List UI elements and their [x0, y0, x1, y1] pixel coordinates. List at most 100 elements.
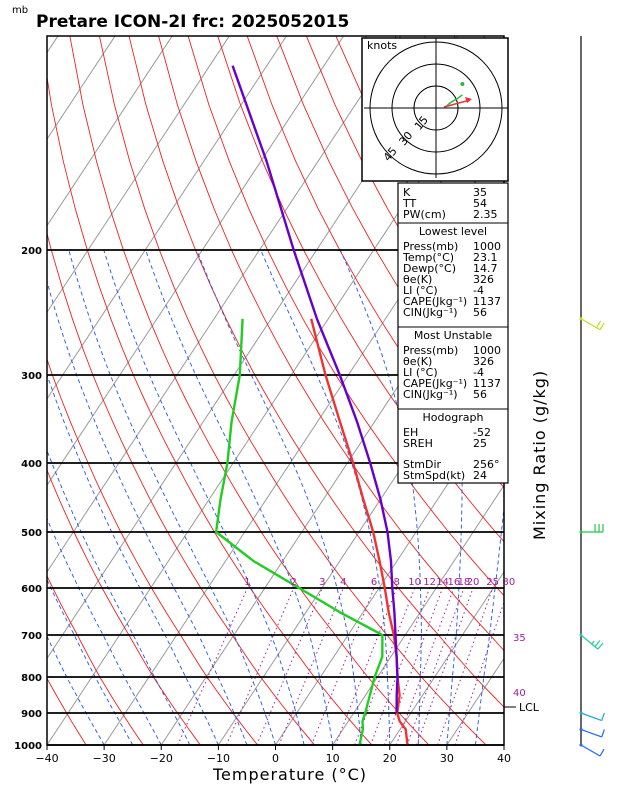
table-section-title: Hodograph — [423, 411, 484, 424]
temperature-tick-label: −10 — [207, 752, 230, 765]
wind-barb-dot — [579, 317, 583, 321]
pressure-tick-label: 800 — [21, 673, 42, 684]
table-section-title: Most Unstable — [414, 329, 493, 342]
moist-adiabat — [474, 503, 504, 745]
wind-barb-feather — [594, 640, 601, 647]
temperature-tick-label: −30 — [93, 752, 116, 765]
wind-barb-feather — [599, 322, 605, 331]
dry-adiabat — [128, 36, 504, 708]
profiles — [214, 65, 409, 745]
storm-motion-vector — [443, 99, 471, 108]
mixing-ratio-line — [454, 600, 504, 745]
table-section-title: Lowest level — [419, 225, 487, 238]
pressure-tick-label: 200 — [21, 246, 42, 257]
table-row-value: 1137 — [473, 295, 501, 308]
wind-barb-staff — [580, 712, 602, 722]
mixing-ratio-label: 6 — [371, 577, 377, 588]
temperature-profile — [310, 318, 409, 745]
table-row-value: 1000 — [473, 344, 501, 357]
mixing-ratio-label: 30 — [503, 577, 516, 588]
mixing-ratio-line — [278, 587, 344, 745]
lcl-label: LCL — [519, 701, 540, 714]
pressure-tick-label: 600 — [21, 584, 42, 595]
mixing-ratio-line — [256, 587, 323, 745]
isotherm — [389, 570, 504, 745]
hodograph-units: knots — [367, 39, 397, 52]
mixing-ratio-label: 8 — [394, 577, 400, 588]
mixing-ratio-line — [370, 587, 431, 745]
pressure-axis: 1000 900 800 700 600 500 400 300 200 — [14, 246, 42, 752]
table-row-key: StmDir — [403, 458, 442, 471]
isotherm — [47, 36, 287, 400]
wind-barb-feather — [601, 712, 605, 721]
pressure-tick-label: 900 — [21, 709, 42, 720]
index-table-frame — [397, 182, 509, 484]
temperature-tick-label: 20 — [383, 752, 397, 765]
table-row-key: LI (°C) — [403, 284, 438, 297]
temperature-axis: −40 −30 −20 −10 0 10 20 30 40 — [35, 745, 511, 765]
table-row-key: Press(mb) — [403, 344, 458, 357]
isotherm — [47, 36, 230, 314]
wind-barb-dot — [579, 530, 583, 534]
table-row-value: -52 — [473, 426, 491, 439]
moist-adiabat — [47, 635, 105, 745]
parcel-profile — [231, 65, 399, 714]
table-row-value: 23.1 — [473, 251, 498, 264]
theta-e-label-35: 35 — [513, 633, 526, 644]
wind-barb-staff — [580, 744, 601, 757]
moist-adiabat — [47, 517, 162, 745]
mixing-ratio-label: 1 — [244, 577, 250, 588]
hodograph-frame — [361, 37, 509, 182]
table-row-key: TT — [402, 197, 417, 210]
mixing-ratio-label: 25 — [486, 577, 499, 588]
moist-adiabat — [196, 249, 362, 745]
temperature-tick-label: 10 — [326, 752, 340, 765]
table-row-value: 56 — [473, 388, 487, 401]
table-row-key: CAPE(Jkg⁻¹) — [403, 377, 467, 390]
isotherm — [47, 36, 173, 227]
moist-adiabat — [47, 279, 248, 745]
table-row-value: -4 — [473, 284, 484, 297]
wind-barb-staff — [580, 634, 599, 650]
hodograph-trace — [445, 94, 463, 108]
mixing-ratio-label: 4 — [340, 577, 346, 588]
temperature-tick-label: −20 — [150, 752, 173, 765]
mixing-ratio-line — [335, 587, 398, 745]
isotherm — [47, 36, 401, 573]
table-row-key: SREH — [403, 437, 433, 450]
pressure-tick-label: 700 — [21, 631, 42, 642]
isotherm — [275, 397, 504, 745]
dry-adiabat — [99, 36, 487, 745]
wind-barb-half-feather — [591, 640, 595, 645]
dry-adiabat — [47, 231, 315, 745]
table-row-value: 24 — [473, 469, 487, 482]
mixing-ratio-line — [311, 587, 375, 745]
dry-adiabat — [47, 357, 258, 745]
mixing-ratio-label: 10 — [408, 577, 421, 588]
theta-e-label-40: 40 — [513, 688, 526, 699]
hodograph-top-point — [460, 82, 465, 86]
table-row-key: Press(mb) — [403, 240, 458, 253]
table-row-value: 54 — [473, 197, 487, 210]
table-row-key: CAPE(Jkg⁻¹) — [403, 295, 467, 308]
moist-adiabat — [68, 249, 276, 745]
wind-barb-feather — [597, 642, 604, 650]
dry-adiabat — [246, 36, 504, 489]
table-row-key: EH — [403, 426, 418, 439]
pressure-tick-label: 300 — [21, 371, 42, 382]
x-axis-label: Temperature (°C) — [212, 765, 367, 784]
moist-adiabat — [103, 249, 305, 745]
wind-barb-feather — [596, 320, 602, 329]
mixing-ratio-line — [395, 587, 455, 745]
table-row-value: 1137 — [473, 377, 501, 390]
dry-adiabat — [47, 574, 144, 745]
dry-adiabat — [573, 36, 618, 745]
index-table: K 35 TT 54 PW(cm) 2.35 Lowest level Press(mb) 10… — [397, 182, 509, 484]
mixing-ratio-label: 12 — [423, 577, 436, 588]
mixing-ratio-label: 14 — [436, 577, 449, 588]
dry-adiabat — [47, 74, 373, 745]
dry-adiabat — [602, 36, 618, 745]
table-row-key: K — [403, 186, 411, 199]
temperature-tick-label: 30 — [440, 752, 454, 765]
